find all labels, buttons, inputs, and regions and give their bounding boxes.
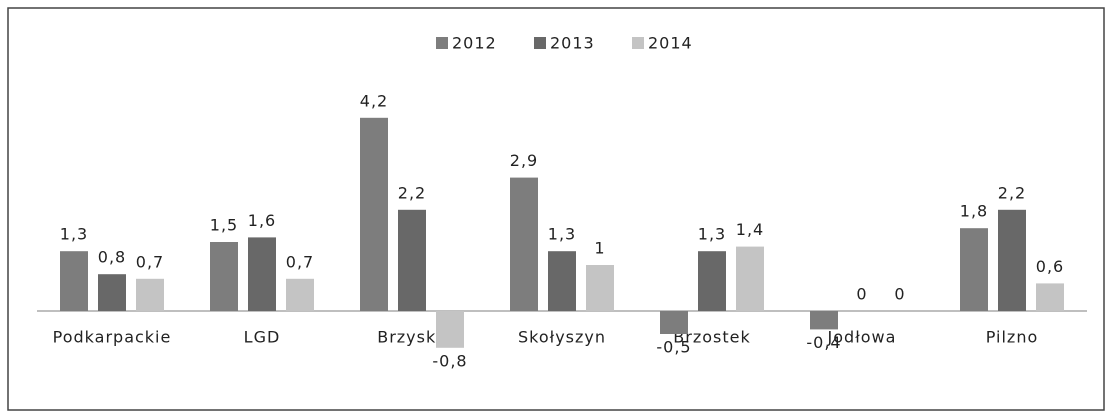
bar bbox=[60, 251, 88, 311]
bar bbox=[360, 117, 388, 311]
legend-swatch bbox=[436, 37, 448, 49]
value-label: 1,3 bbox=[548, 225, 576, 244]
legend-label: 2014 bbox=[648, 34, 693, 53]
bar bbox=[248, 237, 276, 311]
value-label: 2,2 bbox=[998, 183, 1026, 202]
bar bbox=[548, 251, 576, 311]
bar bbox=[98, 274, 126, 311]
value-label: 0,7 bbox=[136, 252, 164, 271]
x-tick-label: Brzyska bbox=[377, 328, 447, 347]
value-label: 1,3 bbox=[698, 225, 726, 244]
bar bbox=[810, 311, 838, 330]
legend-swatch bbox=[632, 37, 644, 49]
value-label: -0,5 bbox=[656, 338, 691, 357]
bar bbox=[960, 228, 988, 311]
bar bbox=[398, 209, 426, 311]
value-label: 2,2 bbox=[398, 183, 426, 202]
bar bbox=[136, 278, 164, 311]
x-tick-label: Brzostek bbox=[673, 328, 750, 347]
x-tick-label: Pilzno bbox=[986, 328, 1039, 347]
legend-swatch bbox=[534, 37, 546, 49]
value-label: 1,4 bbox=[736, 220, 764, 239]
bar bbox=[660, 311, 688, 334]
value-label: 0,8 bbox=[98, 248, 126, 267]
bar bbox=[210, 242, 238, 311]
x-tick-label: Podkarpackie bbox=[53, 328, 172, 347]
bar bbox=[1036, 283, 1064, 311]
value-label: 1,5 bbox=[210, 216, 238, 235]
value-label: 0 bbox=[894, 285, 905, 304]
value-label: 1,3 bbox=[60, 225, 88, 244]
value-label: 4,2 bbox=[360, 91, 388, 110]
bar bbox=[436, 311, 464, 348]
value-label: 1,8 bbox=[960, 202, 988, 221]
bar bbox=[998, 209, 1026, 311]
x-tick-label: Skołyszyn bbox=[518, 328, 606, 347]
value-label: 1,6 bbox=[248, 211, 276, 230]
bar bbox=[586, 265, 614, 311]
value-label: -0,4 bbox=[806, 333, 841, 352]
bar bbox=[698, 251, 726, 311]
legend-label: 2012 bbox=[452, 34, 497, 53]
value-label: 0,6 bbox=[1036, 257, 1064, 276]
bar bbox=[510, 177, 538, 311]
chart-frame bbox=[7, 7, 1105, 411]
value-label: 0 bbox=[856, 285, 867, 304]
legend-label: 2013 bbox=[550, 34, 595, 53]
x-tick-label: Jodłowa bbox=[827, 328, 897, 347]
bar bbox=[736, 246, 764, 311]
value-label: 0,7 bbox=[286, 252, 314, 271]
bar bbox=[286, 278, 314, 311]
value-label: 1 bbox=[594, 239, 605, 258]
value-label: 2,9 bbox=[510, 151, 538, 170]
x-tick-label: LGD bbox=[244, 328, 281, 347]
value-label: -0,8 bbox=[432, 351, 467, 370]
